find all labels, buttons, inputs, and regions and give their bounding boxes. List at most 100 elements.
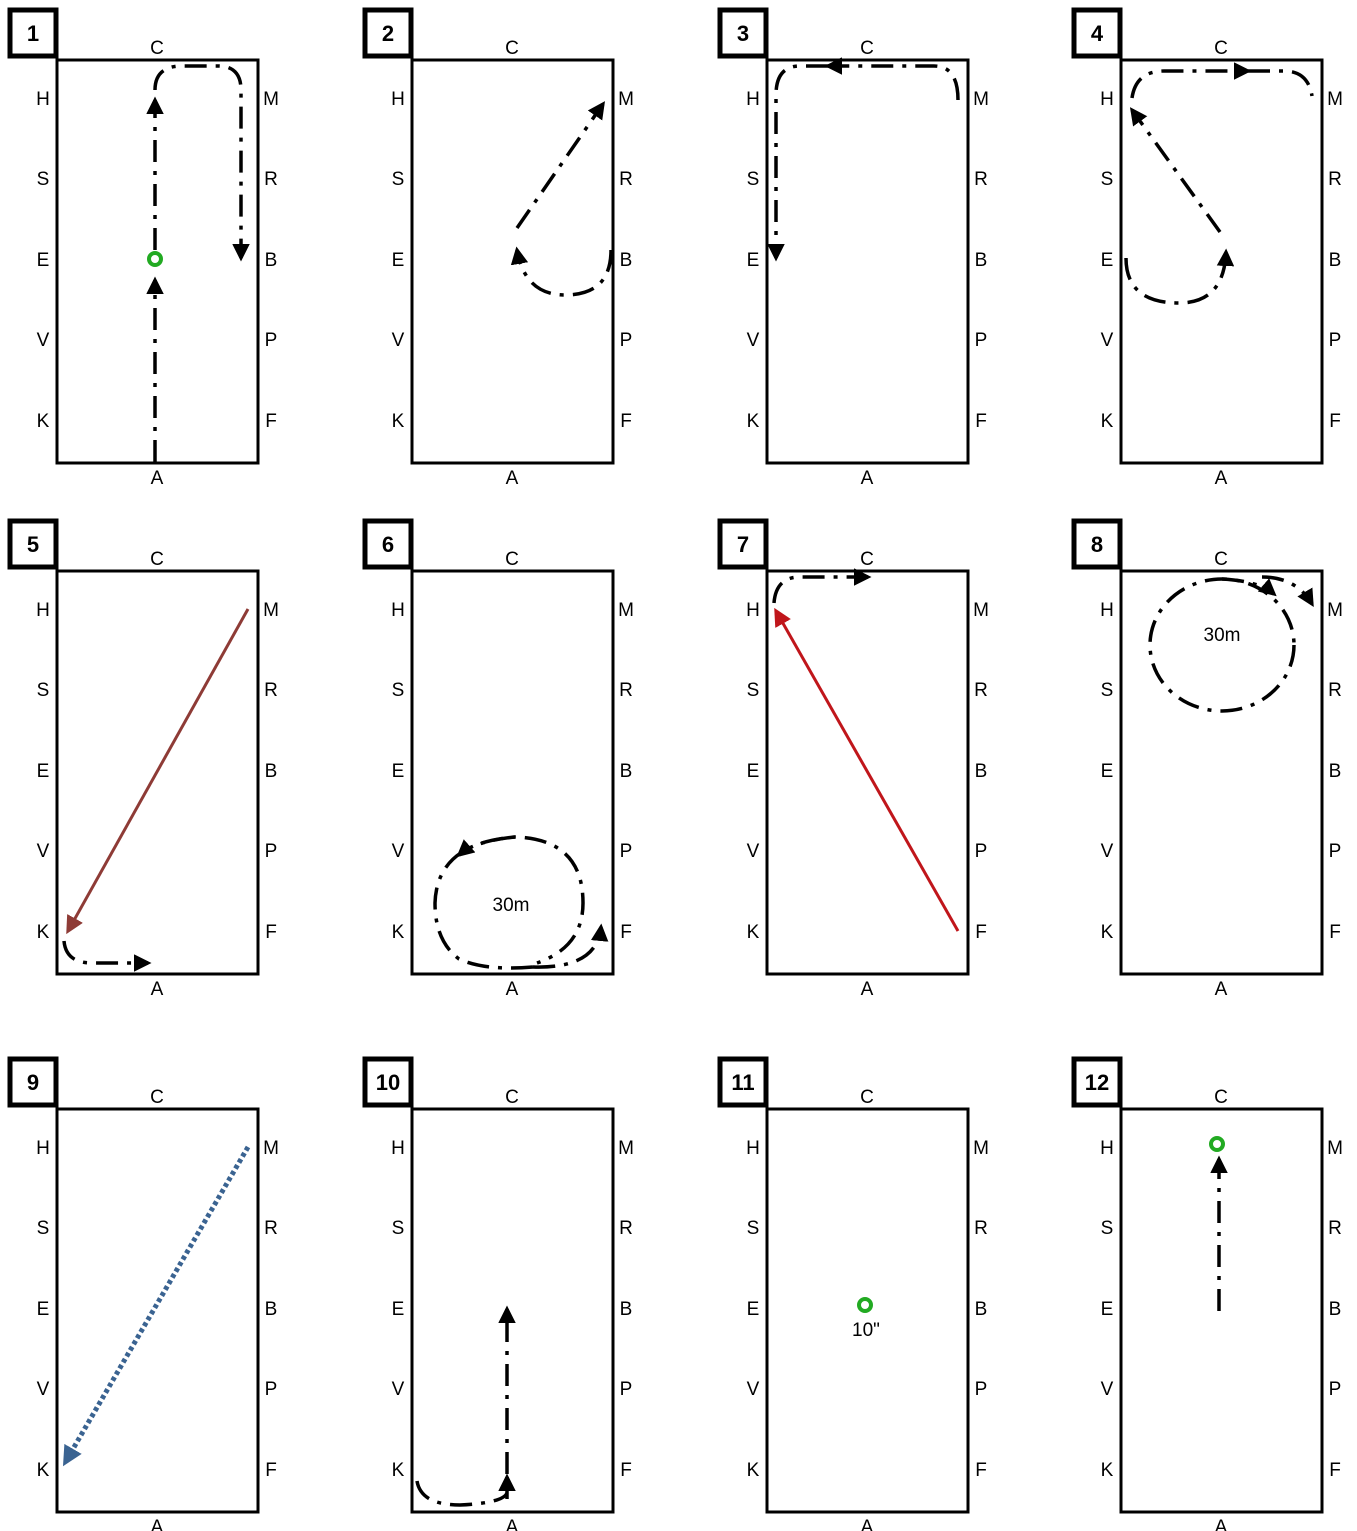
letter-right: M [618, 89, 634, 110]
letter-right: B [1329, 761, 1342, 782]
letter-left: K [747, 1460, 760, 1481]
letter-left: E [392, 1299, 405, 1320]
letter-left: E [1101, 761, 1114, 782]
letter-right: F [975, 922, 987, 943]
letter-left: V [37, 841, 50, 862]
letter-right: M [618, 1138, 634, 1159]
letter-left: V [37, 1379, 50, 1400]
letter-left: H [1100, 1138, 1114, 1159]
letter-left: S [1101, 169, 1114, 190]
panel-1: 1 C A H S E V K M R B P F [7, 7, 279, 489]
path-line [510, 246, 613, 297]
panel-9: 9 C A H S E V K M R B P F [7, 1056, 279, 1531]
letter-right: M [973, 89, 989, 110]
halt-marker-icon [147, 251, 163, 267]
path-line [515, 101, 605, 229]
letter-top: C [505, 549, 519, 570]
circle-size-label: 30m [493, 895, 530, 916]
panel-number-box [7, 7, 59, 59]
letter-right: F [265, 922, 277, 943]
letter-right: P [1329, 1379, 1342, 1400]
letter-left: V [37, 330, 50, 351]
letter-left: K [747, 922, 760, 943]
panel-8: 8 C A H S E V K M R B P F 30m [1071, 518, 1343, 1000]
letter-bottom: A [861, 1517, 874, 1531]
letter-left: S [37, 169, 50, 190]
letter-right: P [620, 330, 633, 351]
letter-right: R [1328, 680, 1342, 701]
letter-left: K [1101, 1460, 1114, 1481]
letter-right: F [265, 1460, 277, 1481]
letter-left: K [37, 411, 50, 432]
letter-top: C [505, 1087, 519, 1108]
letter-left: H [36, 89, 50, 110]
letter-left: S [37, 1218, 50, 1239]
panel-number-box [7, 1056, 59, 1108]
letter-left: E [392, 761, 405, 782]
letter-right: P [1329, 330, 1342, 351]
letter-right: B [975, 250, 988, 271]
letter-bottom: A [151, 468, 164, 489]
letter-right: M [618, 600, 634, 621]
halt-marker-icon [857, 1297, 873, 1313]
path-line [415, 1480, 509, 1507]
letter-right: P [620, 1379, 633, 1400]
letter-left: K [37, 1460, 50, 1481]
panel-number: 10 [376, 1070, 400, 1095]
panel-number: 5 [27, 532, 39, 557]
letter-right: M [973, 1138, 989, 1159]
brown-diagonal-line [66, 608, 250, 935]
letter-right: M [973, 600, 989, 621]
letter-right: R [1328, 1218, 1342, 1239]
letter-bottom: A [506, 1517, 519, 1531]
path-line [1261, 575, 1314, 608]
path-line [532, 923, 609, 969]
letter-left: K [1101, 411, 1114, 432]
letter-left: S [1101, 1218, 1114, 1239]
arena-outline [55, 569, 260, 976]
letter-left: E [747, 1299, 760, 1320]
letter-right: R [974, 680, 988, 701]
letter-right: P [265, 330, 278, 351]
panel-11: 11 C A H S E V K M R B P F 10" [717, 1056, 989, 1531]
letter-right: B [265, 761, 278, 782]
panel-2: 2 C A H S E V K M R B P F [362, 7, 634, 489]
letter-right: B [265, 1299, 278, 1320]
letter-left: V [392, 841, 405, 862]
panel-number-box [717, 518, 769, 570]
letter-top: C [150, 549, 164, 570]
letter-bottom: A [151, 979, 164, 1000]
letter-left: E [37, 1299, 50, 1320]
letter-right: P [1329, 841, 1342, 862]
path-line [824, 57, 960, 101]
letter-left: K [392, 922, 405, 943]
letter-left: V [1101, 841, 1114, 862]
panel-number: 6 [382, 532, 394, 557]
panel-number-box [1071, 518, 1123, 570]
letter-top: C [505, 38, 519, 59]
letter-right: P [975, 841, 988, 862]
panel-number: 11 [731, 1070, 754, 1095]
path-line [772, 568, 872, 604]
halt-marker-icon [1209, 1136, 1225, 1152]
letter-right: M [1327, 89, 1343, 110]
letter-top: C [860, 1087, 874, 1108]
letter-left: E [1101, 250, 1114, 271]
letter-left: V [392, 330, 405, 351]
letter-right: P [620, 841, 633, 862]
letter-top: C [1214, 549, 1228, 570]
path-line [153, 64, 250, 262]
path-line [1130, 62, 1252, 99]
letter-top: C [860, 549, 874, 570]
letter-left: H [391, 89, 405, 110]
letter-right: F [620, 1460, 632, 1481]
letter-top: C [1214, 38, 1228, 59]
letter-left: S [37, 680, 50, 701]
letter-right: B [620, 761, 633, 782]
panel-3: 3 C A H S E V K M R B P F [717, 7, 989, 489]
letter-bottom: A [506, 468, 519, 489]
letter-right: B [265, 250, 278, 271]
panel-number-box [362, 7, 414, 59]
panel-number-box [717, 7, 769, 59]
